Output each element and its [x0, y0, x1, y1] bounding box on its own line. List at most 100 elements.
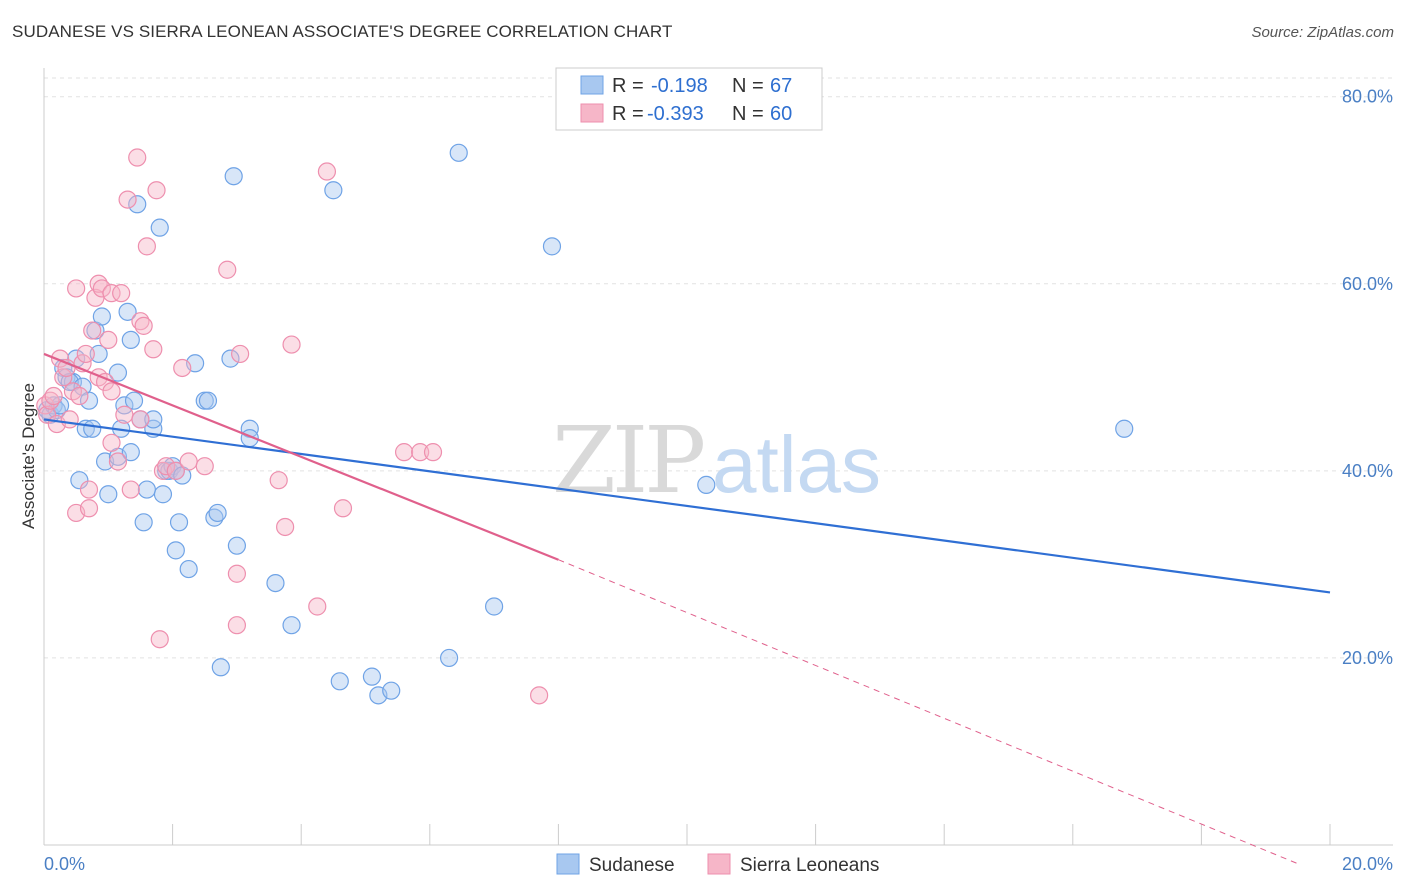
- point-sudanese: [144, 410, 163, 429]
- bottom-legend-label-sudanese: Sudanese: [589, 855, 675, 876]
- legend-r-value-2: -0.393: [647, 103, 704, 125]
- point-sudanese: [324, 181, 343, 200]
- bottom-legend-swatch-sudanese: [556, 853, 580, 875]
- point-sierra-leonean: [144, 340, 163, 359]
- point-sudanese: [1115, 419, 1134, 438]
- point-sudanese: [211, 658, 230, 677]
- point-sierra-leonean: [102, 382, 121, 401]
- point-sierra-leonean: [308, 597, 327, 616]
- tick-labels: 20.0% 40.0% 60.0% 80.0% 0.0% 20.0%: [44, 87, 1393, 874]
- point-sierra-leonean: [99, 330, 118, 350]
- point-sierra-leonean: [60, 410, 79, 429]
- point-sudanese: [439, 648, 459, 668]
- point-sudanese: [542, 237, 562, 256]
- y-tick-label: 20.0%: [1342, 648, 1393, 668]
- point-sudanese: [697, 475, 716, 494]
- point-sudanese: [121, 330, 140, 350]
- axes: [43, 68, 1393, 846]
- point-sudanese: [221, 349, 240, 368]
- legend-r-value-1: -0.198: [651, 75, 708, 97]
- watermark: ZIP atlas: [552, 407, 881, 514]
- point-sudanese: [198, 391, 218, 410]
- watermark-atlas: atlas: [712, 420, 881, 509]
- point-sudanese: [382, 681, 401, 700]
- point-sudanese: [266, 573, 285, 593]
- point-sierra-leonean: [195, 457, 214, 476]
- y-tick-label: 60.0%: [1342, 274, 1393, 294]
- point-sudanese: [224, 167, 243, 186]
- watermark-zip: ZIP: [552, 407, 703, 514]
- point-sierra-leonean: [269, 471, 288, 490]
- legend-n-label-2: N =: [732, 103, 764, 125]
- point-sierra-leonean: [218, 260, 237, 279]
- legend-n-value-1: 67: [770, 75, 792, 97]
- point-sudanese: [79, 391, 99, 410]
- legend-r-label-2: R =: [612, 103, 644, 125]
- point-sierra-leonean: [530, 686, 549, 705]
- point-sudanese: [137, 480, 156, 499]
- point-sudanese: [99, 485, 118, 504]
- point-sierra-leonean: [131, 410, 150, 429]
- point-sierra-leonean: [137, 237, 156, 256]
- point-sierra-leonean: [79, 499, 99, 518]
- y-axis-label: Associate's Degree: [19, 383, 38, 529]
- point-sudanese: [50, 396, 70, 415]
- x-tick-label: 20.0%: [1342, 854, 1393, 874]
- point-sudanese: [362, 667, 382, 686]
- point-sierra-leonean: [38, 405, 57, 424]
- point-sierra-leonean: [44, 386, 63, 406]
- point-sierra-leonean: [108, 452, 128, 471]
- point-sierra-leonean: [227, 564, 246, 583]
- point-sierra-leonean: [112, 284, 131, 303]
- point-sudanese: [121, 443, 140, 462]
- bottom-legend: Sudanese Sierra Leoneans: [556, 853, 879, 876]
- bottom-legend-swatch-sierra-leoneans: [707, 853, 731, 875]
- point-sudanese: [208, 503, 227, 523]
- point-sierra-leonean: [173, 358, 192, 378]
- legend-r-label-1: R =: [612, 75, 644, 97]
- point-sudanese: [115, 396, 134, 415]
- chart-title: SUDANESE VS SIERRA LEONEAN ASSOCIATE'S D…: [12, 22, 673, 41]
- point-sierra-leonean: [102, 284, 121, 303]
- point-sierra-leonean: [276, 517, 295, 537]
- point-sudanese: [150, 218, 169, 237]
- point-sudanese: [118, 302, 137, 321]
- point-sudanese: [485, 597, 504, 616]
- trend-line-sierra-leonean: [43, 352, 559, 561]
- legend-n-value-2: 60: [770, 103, 792, 125]
- point-sierra-leonean: [394, 443, 414, 462]
- point-sierra-leonean: [128, 148, 147, 167]
- point-sierra-leonean: [166, 461, 185, 480]
- point-sierra-leonean: [157, 457, 176, 476]
- point-sierra-leonean: [76, 344, 95, 364]
- stats-legend: R = -0.198 N = 67 R = -0.393 N = 60: [555, 67, 823, 131]
- point-sierra-leonean: [102, 433, 121, 452]
- y-tick-label: 40.0%: [1342, 461, 1393, 481]
- point-sierra-leonean: [282, 335, 301, 354]
- data-points: [36, 143, 1134, 705]
- point-sudanese: [89, 344, 108, 364]
- point-sierra-leonean: [115, 405, 134, 424]
- point-sudanese: [179, 559, 198, 579]
- point-sierra-leonean: [92, 279, 111, 298]
- point-sierra-leonean: [231, 344, 250, 364]
- trend-line-sudanese: [43, 418, 1331, 594]
- x-tick-label: 0.0%: [44, 854, 85, 874]
- point-sierra-leonean: [179, 452, 198, 471]
- point-sudanese: [282, 616, 301, 635]
- point-sierra-leonean: [67, 279, 86, 298]
- trend-line-extension-sierra-leonean: [558, 559, 1299, 865]
- point-sudanese: [108, 363, 128, 382]
- point-sudanese: [70, 471, 89, 490]
- point-sudanese: [169, 513, 189, 532]
- point-sudanese: [92, 307, 111, 326]
- point-sierra-leonean: [147, 181, 166, 200]
- point-sudanese: [449, 143, 468, 162]
- point-sudanese: [153, 485, 173, 504]
- bottom-legend-label-sierra-leoneans: Sierra Leoneans: [740, 855, 879, 876]
- point-sudanese: [83, 419, 102, 438]
- point-sudanese: [227, 536, 246, 555]
- point-sudanese: [166, 541, 185, 560]
- trend-lines: [43, 352, 1331, 865]
